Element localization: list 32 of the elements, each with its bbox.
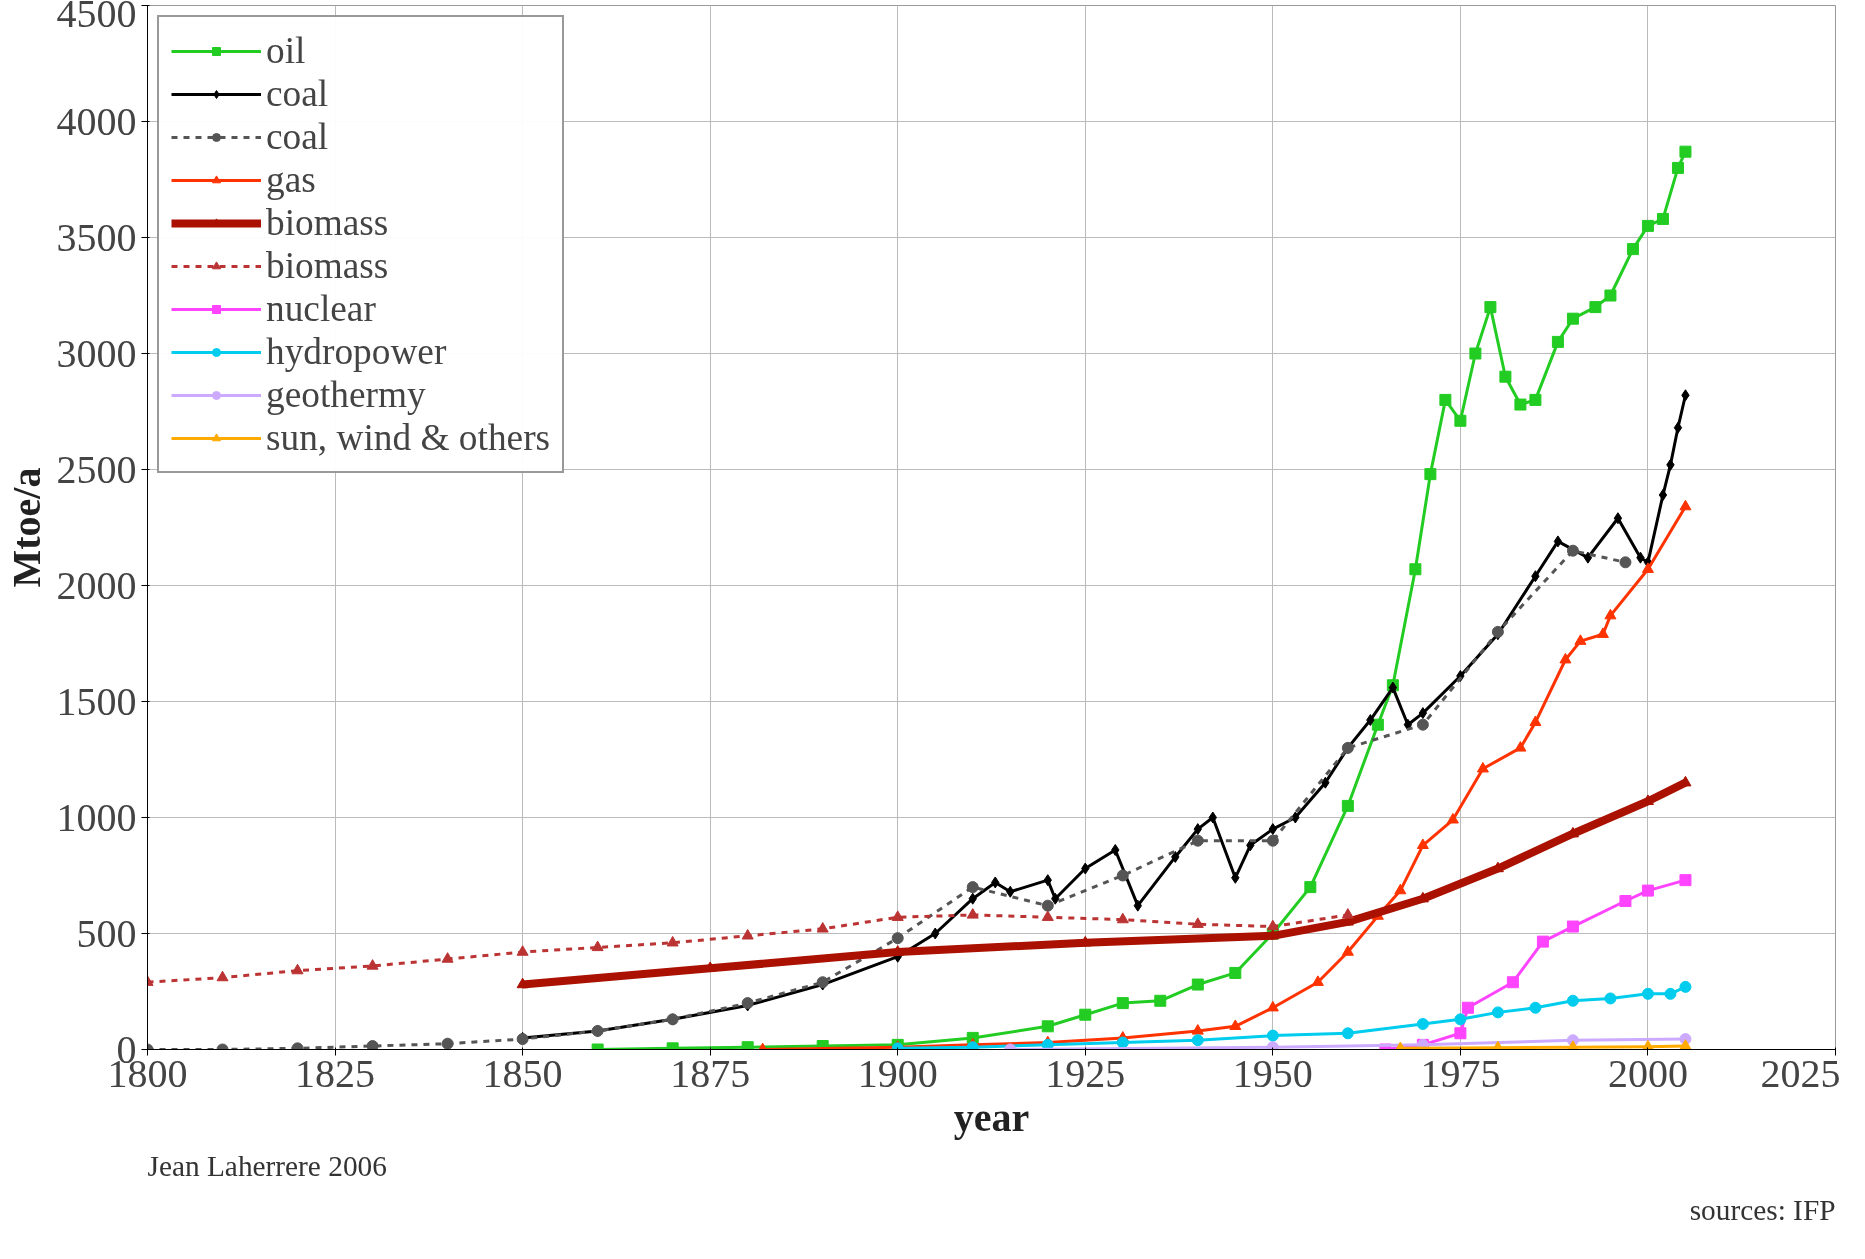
y-tick-label: 1500	[56, 678, 137, 724]
y-tick-label: 1000	[56, 794, 137, 840]
source-note: sources: IFP	[1689, 1193, 1836, 1226]
legend-label: hydropower	[266, 330, 447, 373]
x-tick-label: 1950	[1232, 1050, 1313, 1096]
y-tick-label: 3500	[56, 214, 137, 260]
x-tick-label: 1825	[295, 1050, 376, 1096]
y-tick-label: 3000	[56, 330, 137, 376]
y-tick-label: 500	[76, 910, 137, 956]
y-tick-label: 4000	[56, 98, 137, 144]
x-tick-label: 1875	[670, 1050, 751, 1096]
legend-label: sun, wind & others	[266, 416, 551, 459]
y-axis-title: Mtoe/a	[3, 467, 49, 588]
legend-label: biomass	[266, 201, 389, 244]
y-tick-label: 2000	[56, 562, 137, 608]
x-tick-label: 2000	[1607, 1050, 1688, 1096]
x-tick-label: 1925	[1045, 1050, 1126, 1096]
x-tick-label: 2025	[1760, 1050, 1841, 1096]
y-tick-label: 4500	[56, 0, 137, 36]
y-tick-label: 2500	[56, 446, 137, 492]
legend-label: nuclear	[266, 287, 376, 330]
legend-label: geothermy	[266, 373, 426, 416]
x-tick-label: 1850	[482, 1050, 563, 1096]
x-tick-label: 1975	[1420, 1050, 1501, 1096]
x-tick-label: 1900	[857, 1050, 938, 1096]
legend-label: oil	[266, 29, 306, 72]
x-axis-title: year	[953, 1094, 1030, 1140]
text: Jean Laherrere 2006	[147, 1149, 387, 1182]
legend-label: biomass	[266, 244, 389, 287]
legend-label: coal	[266, 72, 329, 115]
legend-label: gas	[266, 158, 316, 201]
legend-label: coal	[266, 115, 329, 158]
